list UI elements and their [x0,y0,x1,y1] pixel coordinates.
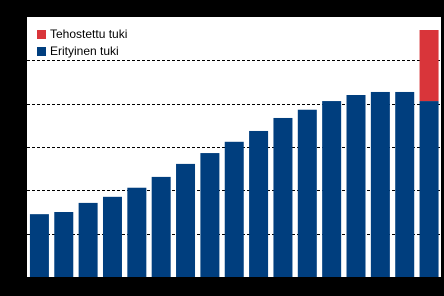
bar-segment [297,109,317,277]
bar-segment [127,187,147,277]
bar-segment [200,153,220,277]
bar-segment [29,214,49,277]
bar-segment [395,91,415,277]
legend: Tehostettu tuki Erityinen tuki [37,27,127,58]
legend-swatch [37,30,46,39]
bar-segment [419,30,439,102]
bar-segment [176,163,196,277]
bar-segment [273,117,293,277]
bar-segment [322,101,342,277]
legend-swatch [37,47,46,56]
legend-label: Erityinen tuki [50,44,119,58]
bar-segment [151,176,171,277]
bar-segment [224,141,244,277]
bar-segment [249,130,269,277]
legend-label: Tehostettu tuki [50,27,127,41]
bar-segment [78,202,98,277]
bar-segment [370,91,390,277]
bar-segment [346,95,366,277]
bar-segment [54,212,74,277]
bar-segment [102,196,122,277]
bar-segment [419,101,439,277]
bars [29,30,439,277]
